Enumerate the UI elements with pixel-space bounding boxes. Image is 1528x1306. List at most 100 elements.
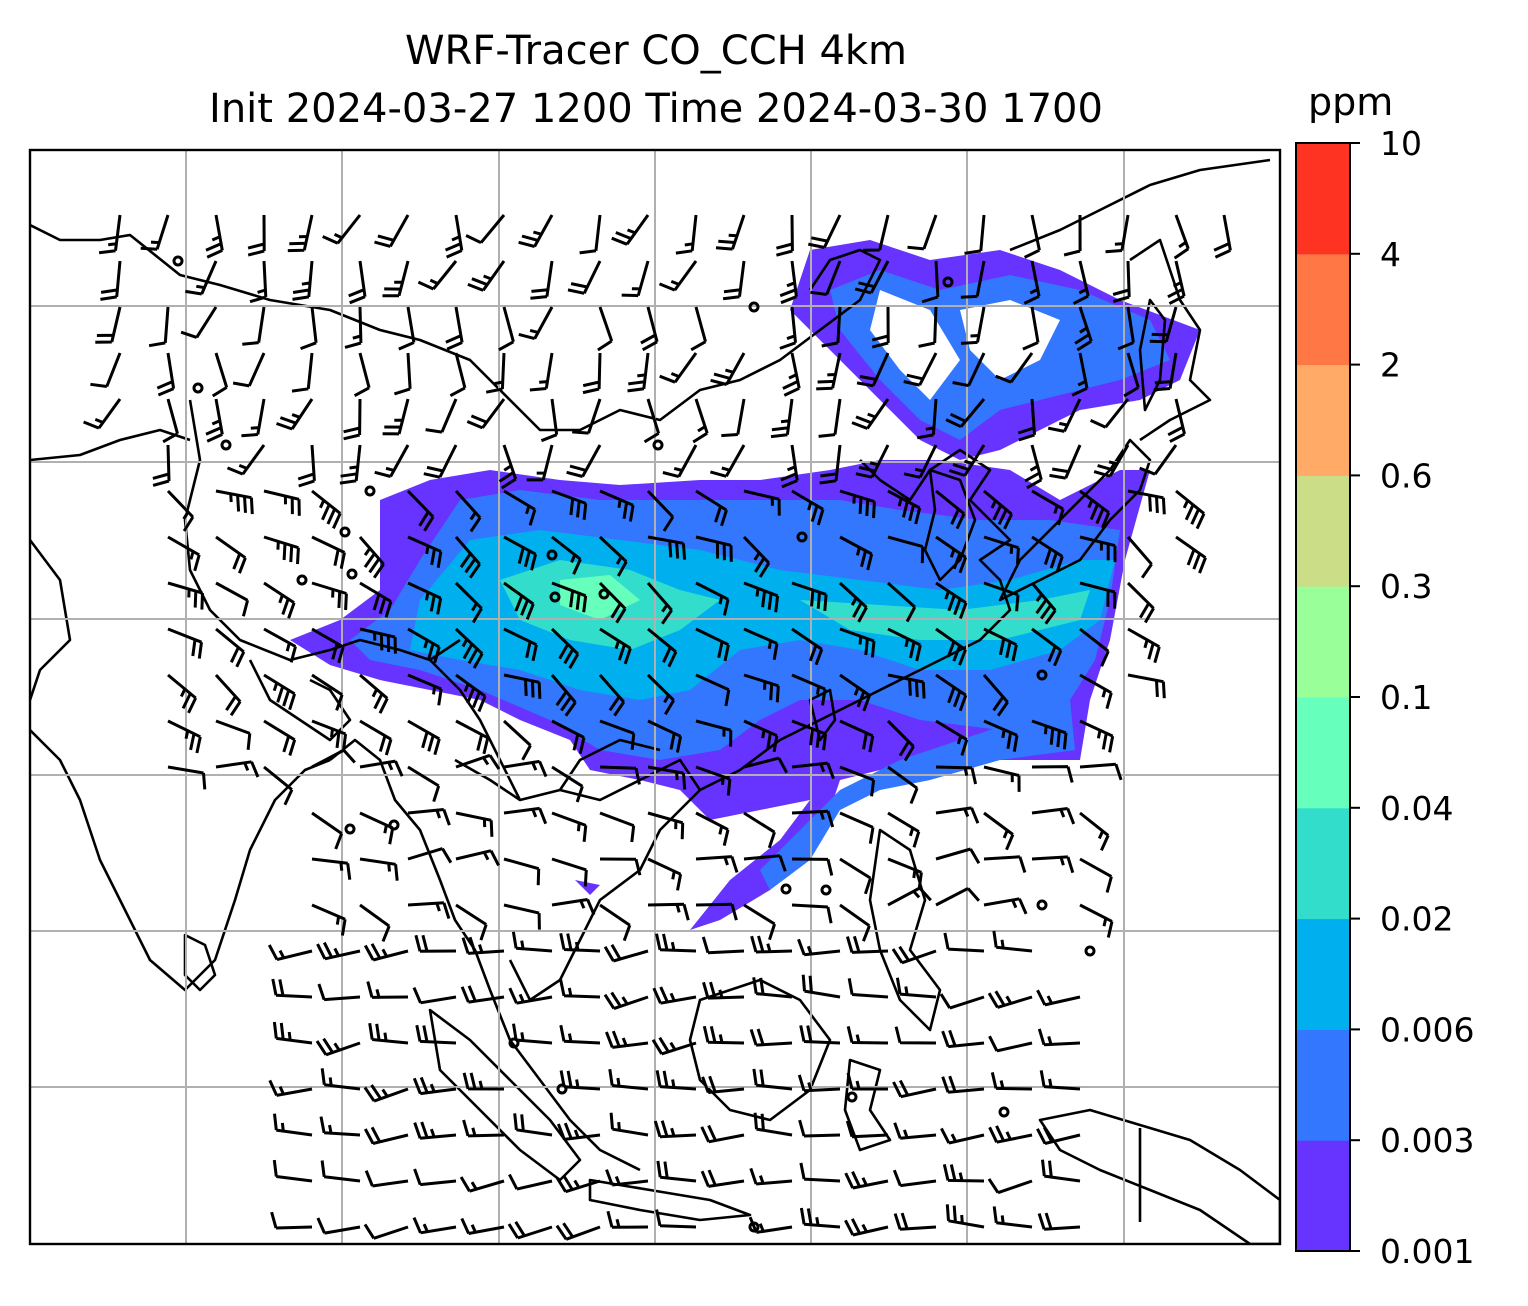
wind-barb [339,444,362,485]
calm-wind-marker [172,255,184,267]
wind-barb [567,260,602,295]
wind-barb [1022,306,1040,351]
wind-barb [1079,903,1114,938]
wind-barb [311,748,356,769]
wind-barb [359,719,393,756]
wind-barb [722,260,746,301]
wind-barb [791,627,824,666]
wind-barb [90,352,122,388]
plume-core-east [800,590,1090,640]
wind-barb [855,444,890,479]
wind-barb [743,854,787,872]
wind-barb [839,673,872,712]
wind-barb [743,756,789,774]
wind-barb [1031,627,1063,667]
wind-barb [983,811,1015,851]
wind-barb [964,214,986,255]
calm-wind-marker [796,531,808,543]
wind-barb [413,1168,457,1187]
wind-barb [241,398,266,438]
wind-barb [226,444,266,476]
wind-barb [382,398,410,436]
wind-barb [935,887,981,907]
wind-barb [454,581,483,624]
wind-barb [710,352,746,386]
wind-barb [444,214,464,259]
wind-barb [503,903,541,930]
wind-barb [359,903,391,942]
wind-barb [903,444,938,479]
wind-barb [647,765,687,790]
wind-barb [1173,214,1190,260]
wind-barb [887,886,932,907]
wind-barb [247,214,266,257]
wind-barb [797,938,841,957]
wind-barb [205,214,224,259]
wind-barb [449,352,467,398]
wind-barb [363,943,409,962]
calm-wind-marker [344,823,356,835]
wind-barb [393,352,412,396]
map-subtitle: Init 2024-03-27 1200 Time 2024-03-30 170… [209,86,1103,132]
wind-barb [887,765,919,805]
wind-barb [791,673,827,706]
wind-barb [407,673,443,706]
colorbar-segment [1296,475,1350,587]
wind-barb [647,902,690,921]
wind-barb [374,214,410,248]
wind-barb [572,398,602,435]
wind-barb [952,352,986,388]
calm-wind-marker [652,439,664,451]
wind-barb [530,260,554,300]
wind-barb [750,935,793,954]
wind-barb [983,535,1020,565]
wind-barb [916,398,938,440]
wind-barb [651,1036,697,1056]
wind-barb [603,944,649,963]
wind-barb [417,260,458,291]
coastline-layer [30,158,1280,1244]
wind-barb [807,214,842,249]
wind-barb [942,1164,985,1183]
wind-barb [780,444,799,489]
wind-barb [646,582,673,625]
wind-barb [621,260,650,298]
wind-barb [445,306,464,351]
wind-barb [566,444,602,478]
wind-barb [407,535,443,569]
colorbar-tick-label: 0.003 [1380,1121,1474,1160]
calm-wind-marker [820,884,832,896]
wind-barb [551,811,588,842]
wind-barb [818,398,842,438]
wind-barb [415,1024,457,1045]
wind-barb [205,398,224,443]
wind-barb [1023,260,1041,305]
wind-barb [941,1075,985,1094]
wind-barb [215,535,247,574]
wind-barb [1079,857,1113,893]
wind-barb [886,719,915,762]
tracer-plume-layer [290,240,1200,930]
wind-barb [454,627,484,669]
wind-barb [359,759,404,777]
wind-barb [413,1121,457,1140]
wind-barb [652,986,697,1005]
wind-barb [406,489,435,532]
colorbar-tick-label: 0.1 [1380,678,1432,717]
wind-barb [300,306,318,351]
calm-wind-marker [556,1083,568,1095]
wind-barb [503,759,548,778]
wind-barb [700,1169,745,1188]
wind-barb [992,1206,1033,1229]
wind-barb [1024,444,1043,490]
wind-barb [935,627,967,666]
wind-barb [466,398,506,430]
wind-barb [1167,398,1186,443]
wind-barb [1036,989,1081,1007]
wind-barb [374,444,410,478]
wind-barb [503,581,535,620]
colorbar-segment [1296,253,1350,366]
wind-barb [348,260,367,305]
wind-barb [407,847,453,864]
wind-barb [559,979,601,999]
